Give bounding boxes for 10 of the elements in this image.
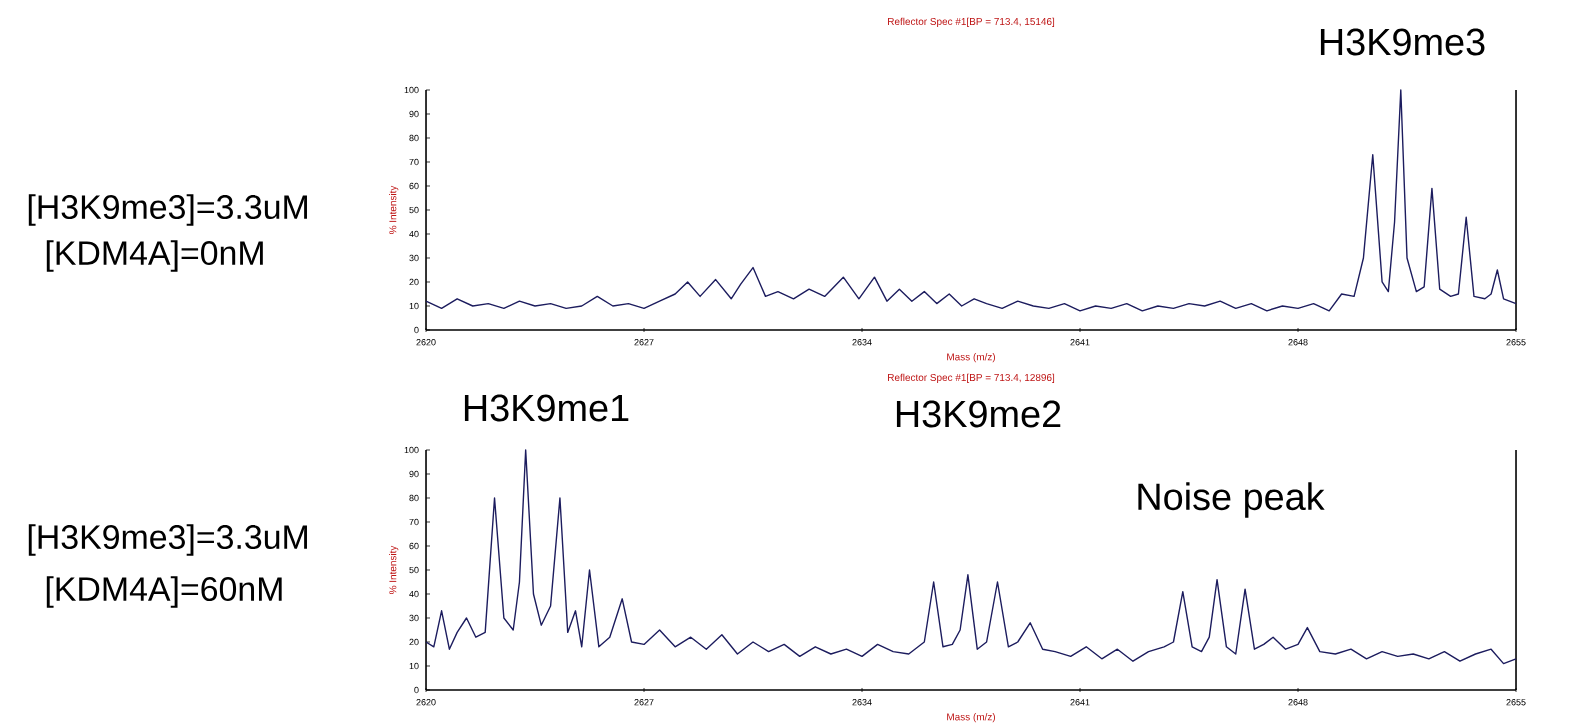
text: H3K9me3	[1320, 28, 1485, 56]
text: [H3K9me3]=3.3uM	[28, 194, 307, 226]
text: [KDM4A]=0nM	[46, 240, 263, 272]
text: [KDM4A]=60nM	[46, 576, 282, 608]
text: H3K9me1	[464, 394, 629, 422]
text: [H3K9me3]=3.3uM	[28, 524, 307, 556]
text: H3K9me2	[896, 400, 1061, 428]
annotation: Noise peak	[1138, 482, 1325, 518]
line-series	[425, 449, 1517, 665]
line-series	[425, 89, 1517, 312]
